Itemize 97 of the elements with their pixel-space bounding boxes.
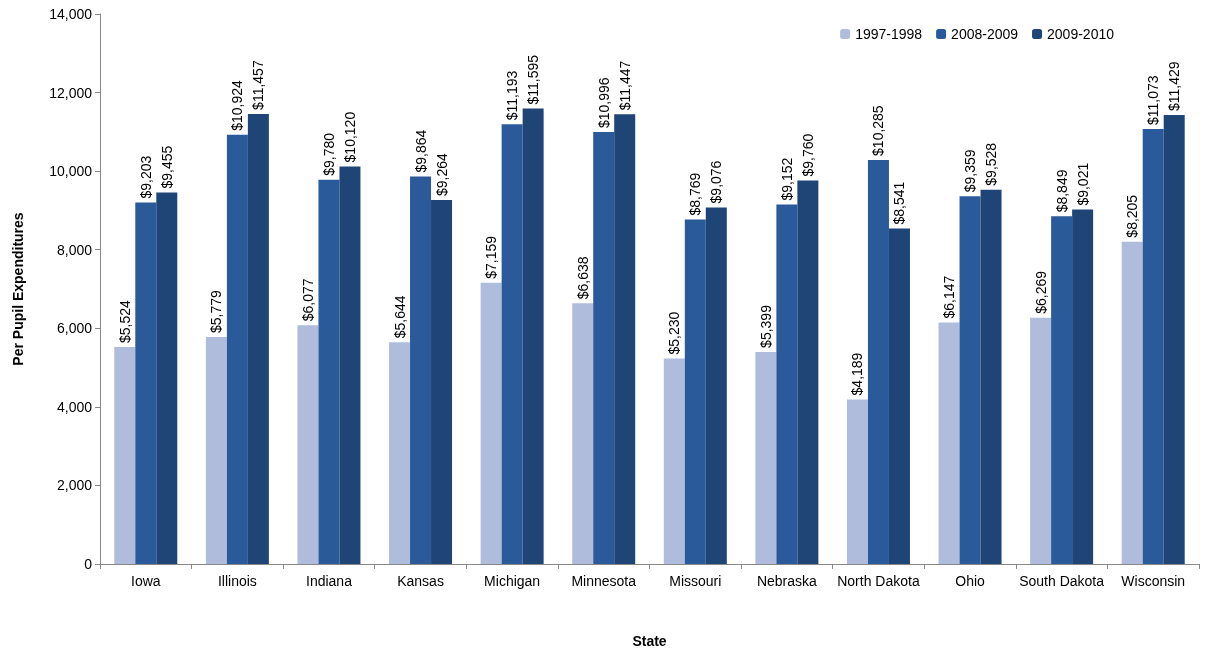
x-tick-label: Iowa bbox=[131, 573, 161, 589]
data-label: $5,399 bbox=[757, 304, 774, 348]
data-label: $5,644 bbox=[391, 295, 408, 339]
x-tick-label: Ohio bbox=[955, 573, 986, 589]
data-label: $9,455 bbox=[158, 145, 175, 189]
legend-label: 1997-1998 bbox=[855, 26, 923, 42]
data-label: $10,120 bbox=[341, 111, 358, 163]
bar bbox=[226, 134, 248, 564]
bar bbox=[339, 166, 361, 564]
data-label: $9,021 bbox=[1074, 162, 1091, 206]
x-tick-label: Indiana bbox=[305, 573, 353, 589]
y-tick-label: 10,000 bbox=[49, 163, 93, 180]
y-tick-label: 14,000 bbox=[49, 6, 93, 22]
bar bbox=[776, 204, 798, 564]
x-axis-title: State bbox=[632, 633, 667, 649]
data-label: $9,864 bbox=[412, 129, 429, 173]
bar bbox=[501, 124, 523, 564]
data-label: $11,429 bbox=[1166, 61, 1183, 111]
bar bbox=[480, 282, 502, 564]
data-label: $11,595 bbox=[525, 54, 542, 105]
bar bbox=[593, 132, 615, 564]
bar bbox=[431, 200, 453, 564]
data-label: $5,779 bbox=[208, 289, 225, 333]
bar bbox=[663, 358, 685, 564]
data-label: $8,769 bbox=[687, 172, 704, 216]
y-tick-label: 2,000 bbox=[56, 477, 93, 494]
bar bbox=[846, 399, 868, 564]
data-label: $9,203 bbox=[137, 155, 154, 199]
data-label: $10,285 bbox=[870, 105, 887, 156]
data-label: $9,076 bbox=[708, 160, 725, 204]
x-tick-label: Kansas bbox=[397, 573, 444, 589]
data-label: $9,152 bbox=[778, 157, 795, 201]
bar bbox=[1121, 241, 1143, 564]
y-axis-title: Per Pupil Expenditures bbox=[10, 212, 26, 366]
y-tick-label: 6,000 bbox=[56, 320, 93, 337]
data-label: $8,541 bbox=[891, 181, 908, 225]
bar bbox=[684, 219, 706, 564]
y-tick-label: 12,000 bbox=[49, 84, 93, 101]
data-label: $10,924 bbox=[229, 80, 246, 131]
bar bbox=[755, 351, 777, 564]
data-label: $9,264 bbox=[433, 153, 450, 197]
y-tick-label: 8,000 bbox=[56, 241, 93, 258]
data-label: $9,359 bbox=[962, 149, 979, 193]
x-tick-label: Michigan bbox=[484, 573, 541, 589]
bar bbox=[410, 176, 432, 564]
data-label: $10,996 bbox=[595, 77, 612, 129]
x-tick-label: Minnesota bbox=[571, 573, 637, 589]
bar bbox=[156, 192, 178, 564]
bar bbox=[867, 159, 889, 564]
data-label: $5,524 bbox=[116, 299, 133, 343]
bar bbox=[1142, 128, 1164, 564]
x-tick-label: Missouri bbox=[669, 573, 722, 589]
x-tick-label: Illinois bbox=[217, 573, 257, 589]
data-label: $11,457 bbox=[250, 60, 267, 110]
data-label: $11,073 bbox=[1145, 75, 1162, 125]
bar bbox=[1051, 216, 1073, 564]
bar bbox=[614, 114, 636, 564]
data-label: $6,269 bbox=[1032, 270, 1049, 314]
data-label: $6,638 bbox=[574, 256, 591, 300]
bar bbox=[938, 322, 960, 564]
bar bbox=[572, 303, 594, 564]
data-label: $8,205 bbox=[1124, 194, 1141, 238]
data-label: $4,189 bbox=[849, 352, 866, 396]
data-label: $11,447 bbox=[616, 60, 633, 111]
bar bbox=[389, 342, 411, 564]
bar bbox=[297, 325, 319, 564]
data-label: $9,780 bbox=[320, 132, 337, 176]
bar bbox=[797, 180, 819, 564]
data-label: $5,230 bbox=[666, 311, 683, 355]
bar bbox=[135, 202, 157, 564]
bar bbox=[205, 336, 227, 564]
bar bbox=[114, 346, 136, 564]
bar bbox=[1030, 317, 1052, 564]
x-tick-label: North Dakota bbox=[837, 573, 920, 589]
data-label: $9,760 bbox=[799, 133, 816, 177]
bar bbox=[705, 207, 727, 564]
data-label: $11,193 bbox=[504, 70, 521, 121]
data-label: $6,077 bbox=[299, 278, 316, 322]
y-tick-label: 0 bbox=[84, 556, 93, 572]
data-label: $7,159 bbox=[483, 235, 500, 279]
data-label: $6,147 bbox=[941, 275, 958, 319]
x-tick-label: South Dakota bbox=[1019, 573, 1105, 589]
x-tick-label: Nebraska bbox=[756, 573, 818, 589]
data-label: $9,528 bbox=[983, 142, 1000, 186]
bar bbox=[959, 196, 981, 564]
bar bbox=[1163, 115, 1185, 564]
bar bbox=[1072, 209, 1094, 564]
legend-label: 2008-2009 bbox=[951, 26, 1019, 42]
bar bbox=[522, 108, 544, 564]
y-tick-label: 4,000 bbox=[56, 398, 93, 415]
x-tick-label: Wisconsin bbox=[1121, 573, 1186, 589]
bar bbox=[247, 113, 269, 564]
bar bbox=[980, 189, 1002, 564]
data-label: $8,849 bbox=[1053, 169, 1070, 213]
bar bbox=[888, 228, 910, 564]
bar bbox=[318, 179, 340, 564]
legend-label: 2009-2010 bbox=[1047, 26, 1115, 42]
